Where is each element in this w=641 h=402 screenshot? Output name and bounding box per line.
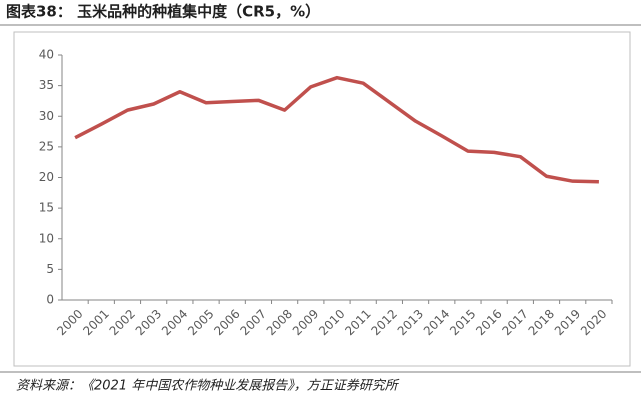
y-tick-label: 20 [39, 170, 54, 184]
x-tick-label: 2015 [447, 307, 478, 338]
x-tick-label: 2012 [368, 307, 399, 338]
x-tick-label: 2017 [499, 307, 530, 338]
y-tick-label: 5 [46, 262, 54, 276]
y-tick-label: 30 [39, 109, 54, 123]
x-tick-label: 2019 [552, 307, 583, 338]
chart-title: 图表38： 玉米品种的种植集中度（CR5，%） [6, 3, 320, 21]
x-tick-label: 2002 [107, 307, 138, 338]
x-tick-label: 2003 [133, 307, 164, 338]
y-tick-label: 25 [39, 139, 54, 153]
x-tick-label: 2008 [264, 307, 295, 338]
x-tick-label: 2020 [578, 307, 609, 338]
y-tick-label: 35 [39, 78, 54, 92]
x-tick-label: 2005 [185, 307, 216, 338]
chart-frame [13, 31, 631, 367]
x-tick-label: 2006 [211, 307, 242, 338]
x-tick-label: 2016 [473, 307, 504, 338]
x-tick-label: 2014 [421, 307, 452, 338]
x-tick-label: 2013 [395, 307, 426, 338]
x-tick-label: 2004 [159, 307, 190, 338]
x-tick-label: 2010 [316, 307, 347, 338]
y-tick-label: 15 [39, 201, 54, 215]
y-tick-label: 10 [39, 231, 54, 245]
y-tick-label: 40 [39, 48, 54, 62]
source-note: 资料来源：《2021 年中国农作物种业发展报告》，方正证券研究所 [16, 378, 400, 394]
y-tick-label: 0 [46, 293, 54, 307]
x-tick-label: 2009 [290, 307, 321, 338]
x-tick-label: 2011 [342, 307, 373, 338]
x-tick-label: 2000 [54, 307, 85, 338]
data-line [74, 75, 599, 184]
x-tick-label: 2001 [80, 307, 111, 338]
x-tick-label: 2007 [238, 307, 269, 338]
x-tick-label: 2018 [526, 307, 557, 338]
